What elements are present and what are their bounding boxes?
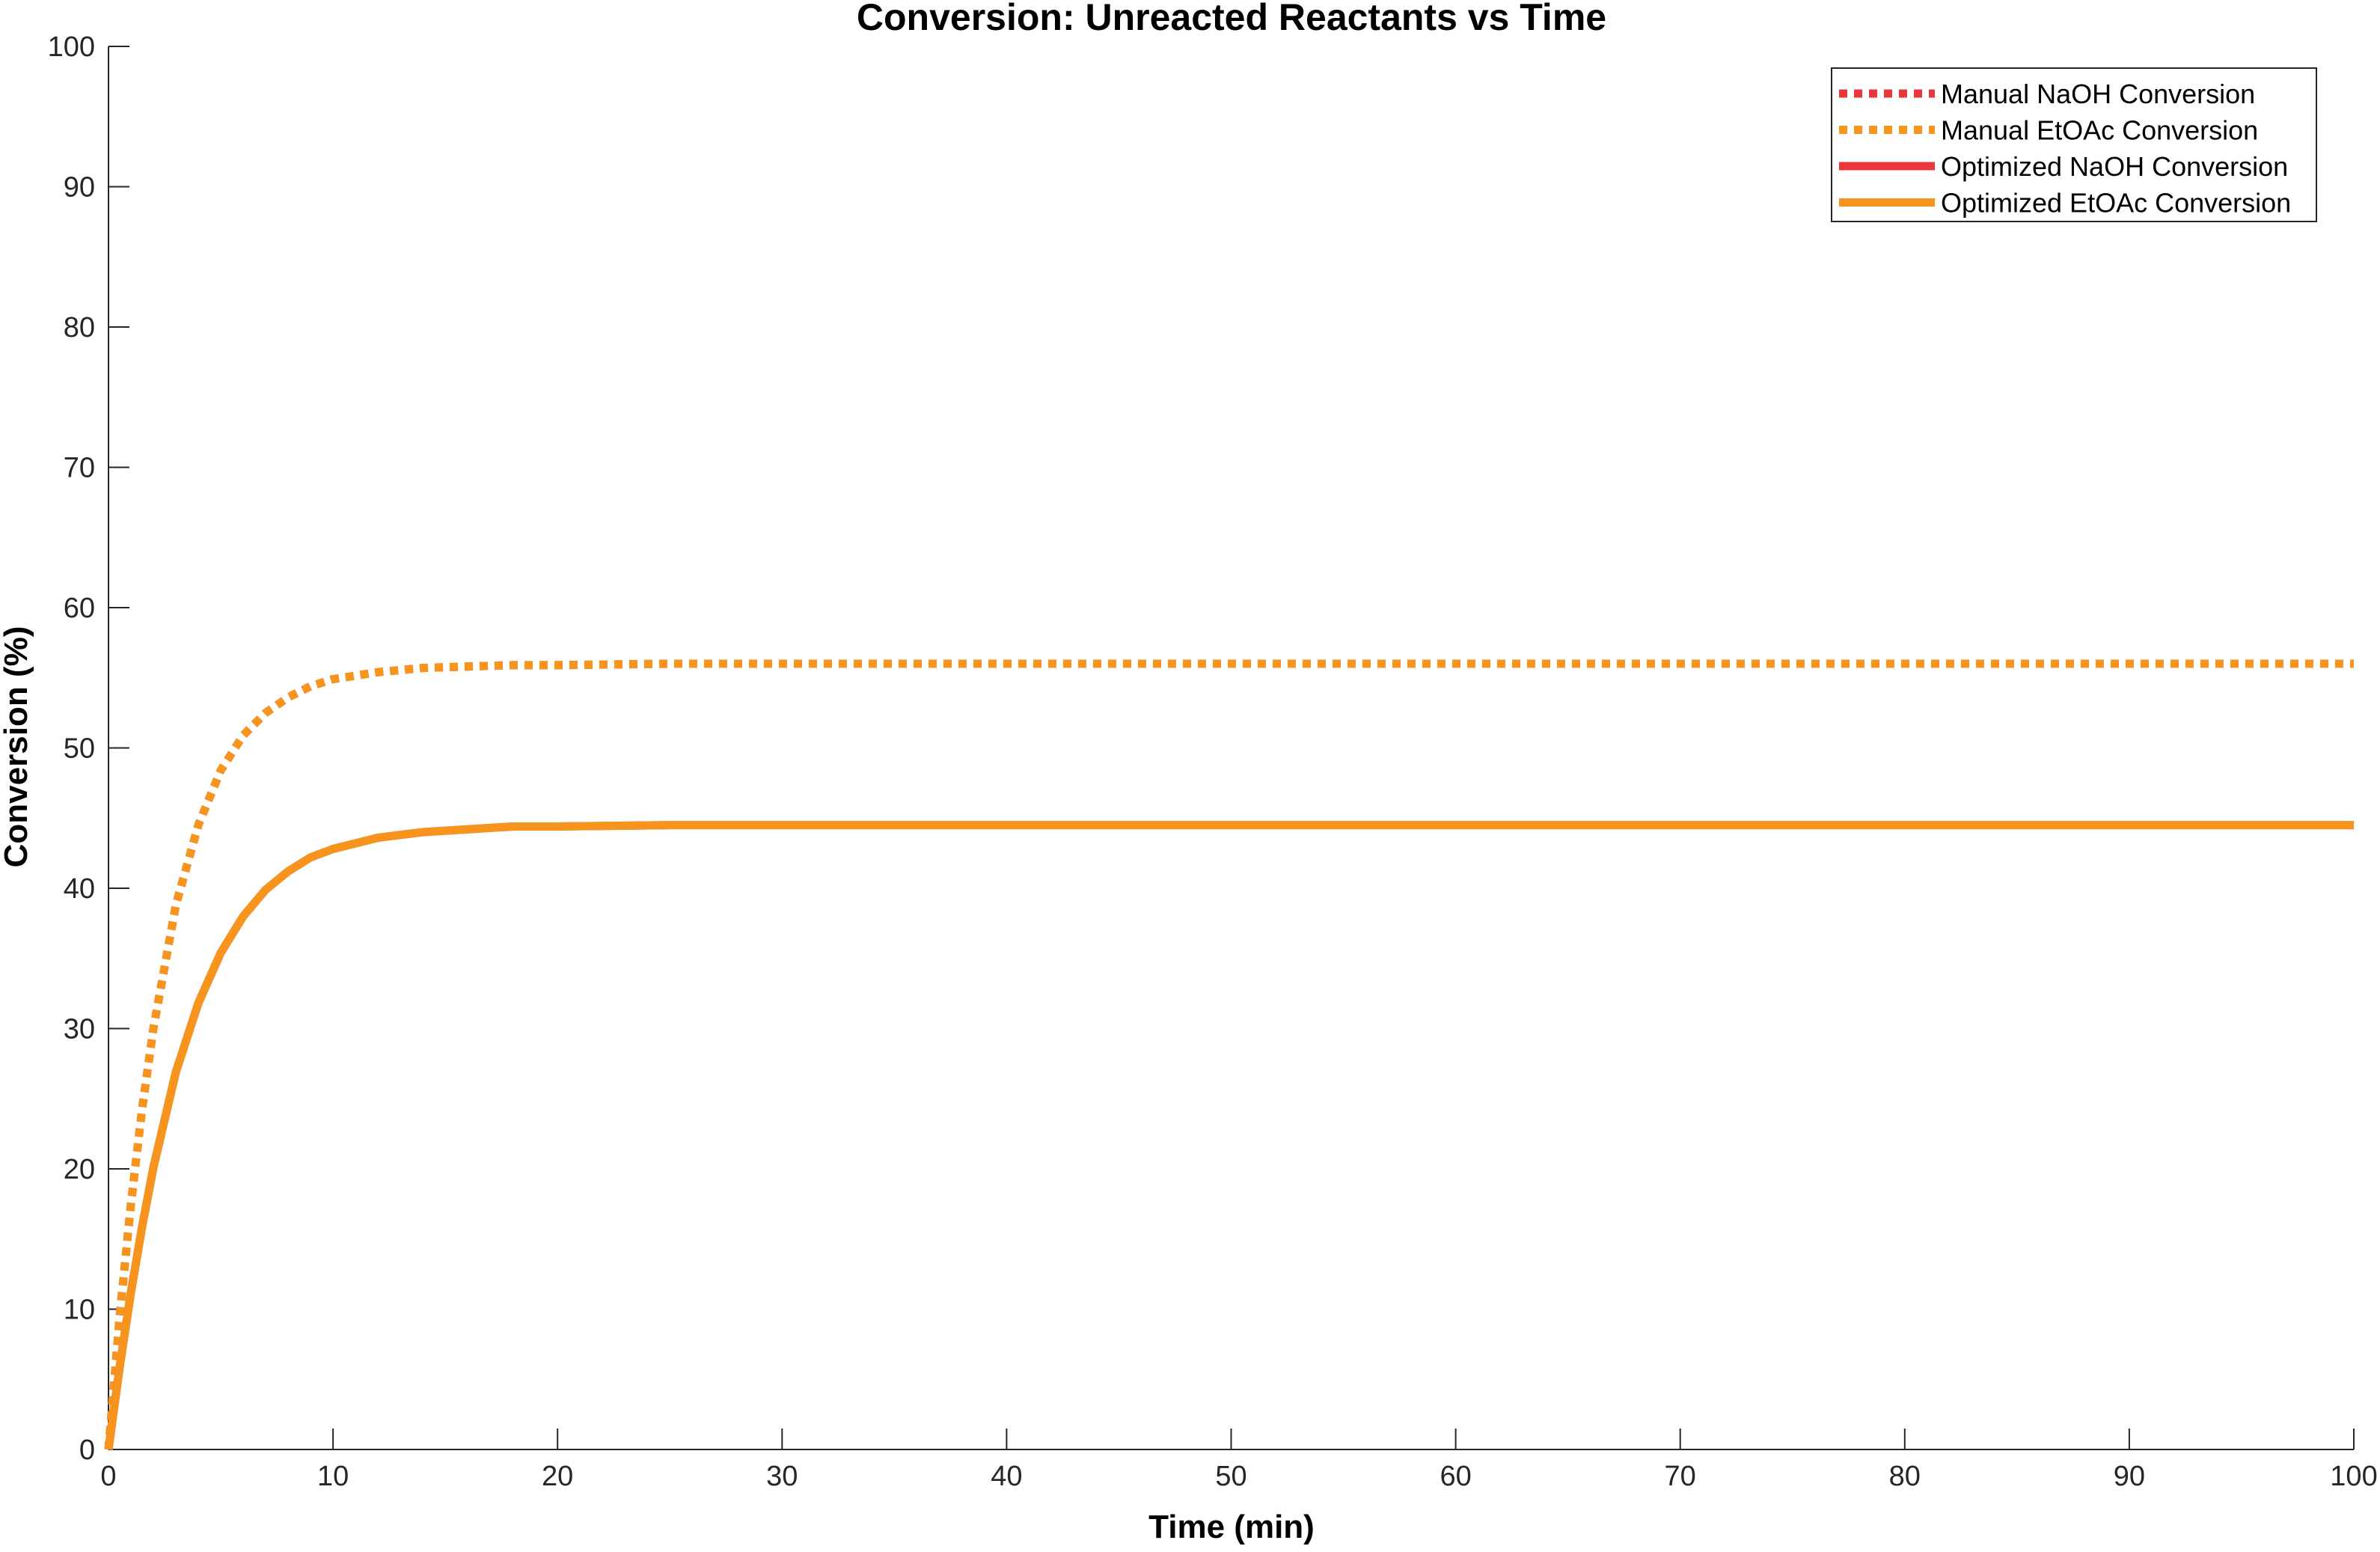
x-tick-label: 80 [1889,1461,1921,1492]
x-tick-label: 100 [2330,1461,2377,1492]
legend-entry-label: Optimized EtOAc Conversion [1941,188,2291,219]
axes: 0 10 20 30 40 50 60 70 80 90 100 0 10 20 30 40 50 60 70 80 9… [48,31,2378,1492]
y-axis-label: Conversion (%) [0,626,34,868]
x-tick-label: 70 [1665,1461,1696,1492]
legend-box [1831,67,2317,222]
legend-entry-label: Optimized NaOH Conversion [1941,151,2288,182]
y-tick-label: 70 [64,453,95,484]
x-axis-label: Time (min) [1148,1509,1315,1545]
series-lines [104,659,2354,1450]
x-tick-label: 10 [317,1461,349,1492]
x-tick-label: 0 [100,1461,116,1492]
x-tick-label: 90 [2114,1461,2145,1492]
series-line-optimized-naoh-conversion [104,821,2354,1450]
y-tick-label: 30 [64,1014,95,1045]
x-tick-label: 30 [766,1461,798,1492]
y-tick-label: 100 [48,31,95,63]
x-tick-label: 40 [991,1461,1022,1492]
x-tick-label: 50 [1215,1461,1246,1492]
series-line-manual-naoh-conversion [104,659,2354,1450]
y-tick-label: 0 [79,1435,95,1466]
series-line-manual-etoac-conversion [104,659,2354,1450]
y-tick-label: 90 [64,172,95,204]
legend-entry-label: Manual EtOAc Conversion [1941,115,2258,146]
y-tick-label: 50 [64,733,95,765]
y-tick-label: 40 [64,873,95,905]
y-tick-label: 10 [64,1295,95,1326]
legend-entry-label: Manual NaOH Conversion [1941,79,2255,109]
x-tick-label: 60 [1440,1461,1471,1492]
y-tick-label: 20 [64,1154,95,1185]
series-line-optimized-etoac-conversion [104,821,2354,1450]
chart-title: Conversion: Unreacted Reactants vs Time [857,0,1606,38]
y-tick-label: 60 [64,593,95,624]
y-tick-label: 80 [64,312,95,343]
x-tick-label: 20 [542,1461,573,1492]
legend: Manual NaOH Conversion Manual EtOAc Conve… [1831,67,2317,222]
